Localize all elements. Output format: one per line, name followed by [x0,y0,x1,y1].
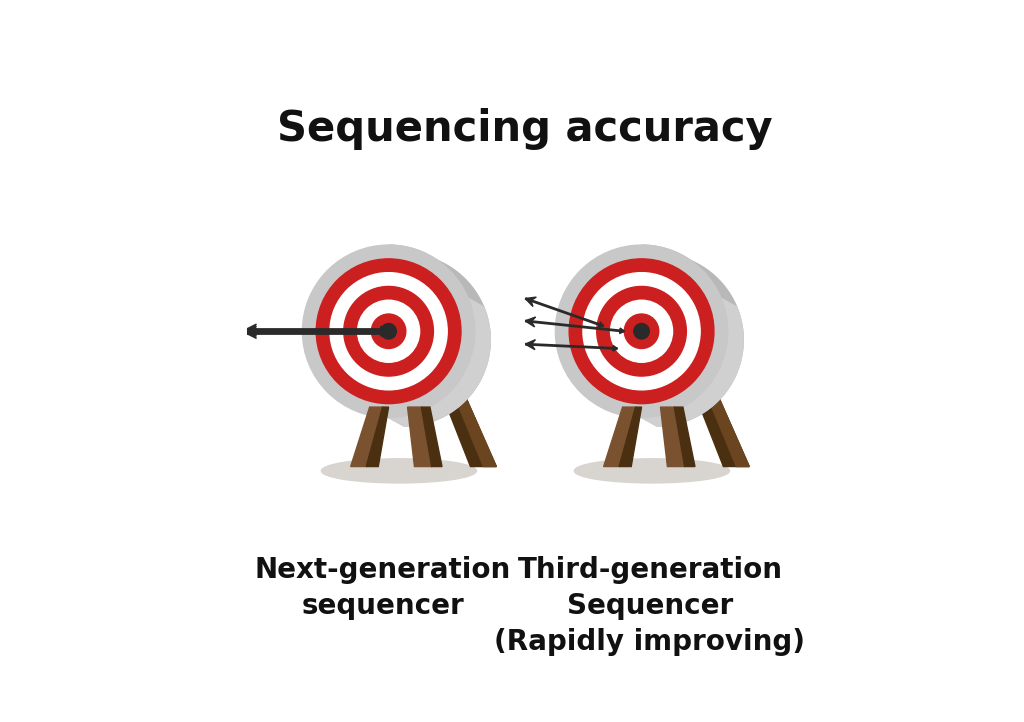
Circle shape [625,314,658,349]
Polygon shape [525,298,534,307]
Polygon shape [247,326,256,331]
Polygon shape [247,331,256,336]
Circle shape [381,323,396,339]
Polygon shape [603,407,636,466]
Polygon shape [525,339,536,344]
Polygon shape [436,378,497,466]
Polygon shape [247,329,256,334]
Polygon shape [598,322,603,327]
Polygon shape [525,317,536,321]
Polygon shape [525,344,535,349]
Circle shape [357,300,420,362]
Polygon shape [381,331,385,336]
Polygon shape [674,407,695,466]
Polygon shape [620,328,625,334]
Polygon shape [381,326,385,332]
Circle shape [634,323,649,339]
Text: Next-generation
sequencer: Next-generation sequencer [255,557,511,620]
Polygon shape [421,407,442,466]
Polygon shape [367,407,388,466]
Polygon shape [350,407,383,466]
Polygon shape [700,378,750,466]
Polygon shape [408,407,432,466]
Polygon shape [381,329,385,334]
Circle shape [569,259,714,404]
Polygon shape [525,297,537,300]
Ellipse shape [322,458,476,483]
Ellipse shape [574,458,729,483]
Circle shape [330,273,447,390]
Polygon shape [642,298,743,426]
Polygon shape [247,329,256,334]
Polygon shape [689,378,750,466]
Polygon shape [525,321,535,327]
Circle shape [555,245,728,417]
Polygon shape [620,407,642,466]
Circle shape [597,287,686,376]
Circle shape [583,273,700,390]
Polygon shape [247,324,256,329]
Circle shape [610,300,673,362]
Polygon shape [612,346,617,351]
Polygon shape [388,298,490,426]
Text: Third-generation
Sequencer
(Rapidly improving): Third-generation Sequencer (Rapidly impr… [495,557,806,656]
Circle shape [316,259,461,404]
Polygon shape [247,334,256,339]
Circle shape [372,314,406,349]
Polygon shape [447,378,497,466]
Circle shape [344,287,433,376]
Polygon shape [642,245,743,426]
Polygon shape [388,245,490,426]
Circle shape [302,245,475,417]
Text: Sequencing accuracy: Sequencing accuracy [276,108,773,149]
Polygon shape [660,407,685,466]
